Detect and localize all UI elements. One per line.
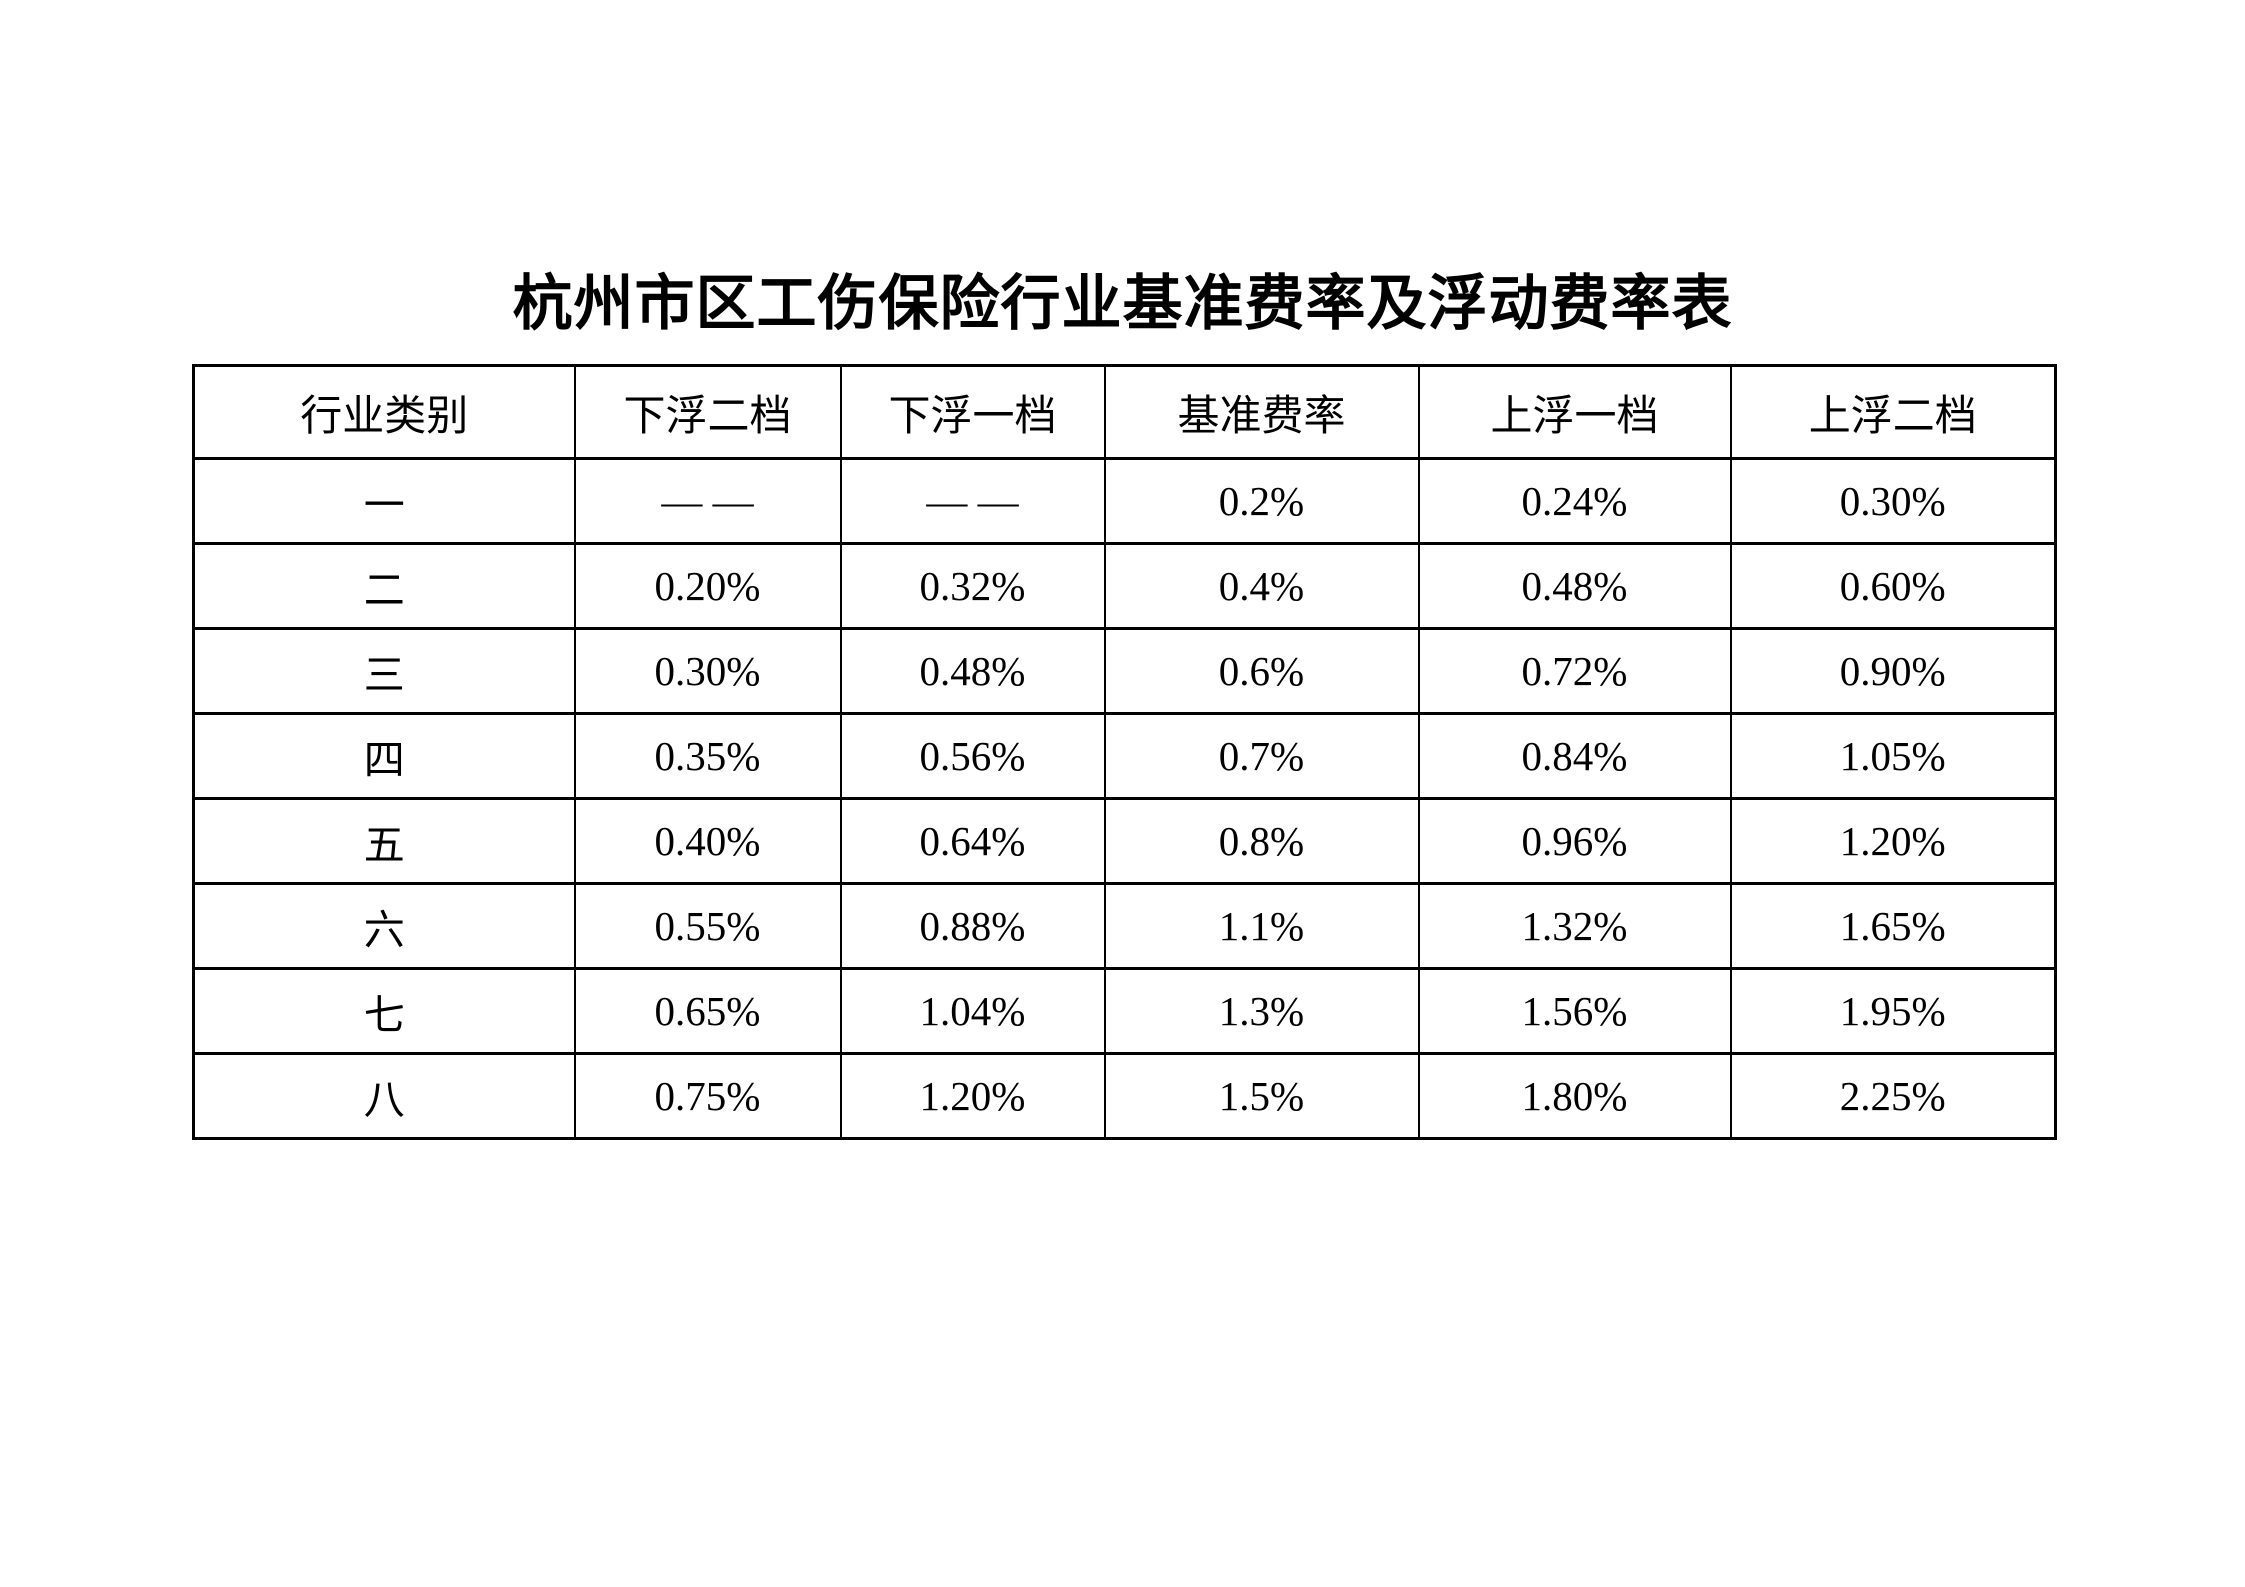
rate-value-cell: 1.95%	[1729, 967, 2057, 1055]
rate-value-cell: 0.24%	[1417, 457, 1732, 545]
rate-value-cell: 1.20%	[839, 1052, 1106, 1140]
rate-value-cell: 1.3%	[1103, 967, 1420, 1055]
rate-value-cell: 2.25%	[1729, 1052, 2057, 1140]
rate-value-cell: 0.60%	[1729, 542, 2057, 630]
rate-value-cell: 0.84%	[1417, 712, 1732, 800]
column-header: 下浮二档	[573, 364, 842, 460]
row-label-cell: 三	[192, 627, 576, 715]
table-row: 六 0.55% 0.88% 1.1% 1.32% 1.65%	[192, 882, 2057, 970]
rate-value-cell: — —	[839, 457, 1106, 545]
rate-value-cell: 1.05%	[1729, 712, 2057, 800]
rate-value-cell: 0.7%	[1103, 712, 1420, 800]
rate-value-cell: 1.1%	[1103, 882, 1420, 970]
row-label-cell: 一	[192, 457, 576, 545]
rate-value-cell: 0.30%	[573, 627, 842, 715]
rate-value-cell: 0.32%	[839, 542, 1106, 630]
rate-value-cell: 0.88%	[839, 882, 1106, 970]
rate-value-cell: 0.2%	[1103, 457, 1420, 545]
rate-value-cell: 0.56%	[839, 712, 1106, 800]
rate-value-cell: 0.40%	[573, 797, 842, 885]
rate-value-cell: 1.20%	[1729, 797, 2057, 885]
rate-value-cell: 0.90%	[1729, 627, 2057, 715]
row-label-cell: 八	[192, 1052, 576, 1140]
rate-value-cell: 0.30%	[1729, 457, 2057, 545]
table-body: 一 — — — —0.2% 0.24% 0.30% 二 0.20% 0.32% 0.4% 0.48…	[192, 457, 2057, 1140]
table-row: 二 0.20% 0.32% 0.4% 0.48% 0.60%	[192, 542, 2057, 630]
rate-value-cell: 1.56%	[1417, 967, 1732, 1055]
table-row: 四 0.35% 0.56% 0.7% 0.84% 1.05%	[192, 712, 2057, 800]
rate-value-cell: 0.20%	[573, 542, 842, 630]
column-header: 下浮一档	[839, 364, 1106, 460]
column-header: 基准费率	[1103, 364, 1420, 460]
rate-value-cell: 0.55%	[573, 882, 842, 970]
rate-value-cell: 1.5%	[1103, 1052, 1420, 1140]
table-row: 一 — — — —0.2% 0.24% 0.30%	[192, 457, 2057, 545]
rate-value-cell: 0.4%	[1103, 542, 1420, 630]
rate-value-cell: 0.65%	[573, 967, 842, 1055]
rate-value-cell: 0.35%	[573, 712, 842, 800]
table-row: 八 0.75% 1.20% 1.5% 1.80% 2.25%	[192, 1052, 2057, 1140]
header-row: 行业类别 下浮二档 下浮一档 基准费率 上浮一档 上浮二档	[192, 364, 2057, 460]
rate-value-cell: 0.6%	[1103, 627, 1420, 715]
rate-value-cell: — —	[573, 457, 842, 545]
rate-value-cell: 0.72%	[1417, 627, 1732, 715]
rate-value-cell: 1.04%	[839, 967, 1106, 1055]
rate-value-cell: 0.48%	[1417, 542, 1732, 630]
table-row: 三 0.30% 0.48% 0.6% 0.72% 0.90%	[192, 627, 2057, 715]
column-header: 上浮二档	[1729, 364, 2057, 460]
rate-value-cell: 1.65%	[1729, 882, 2057, 970]
page-title: 杭州市区工伤保险行业基准费率及浮动费率表	[512, 270, 1733, 337]
table-row: 五 0.40% 0.64% 0.8% 0.96% 1.20%	[192, 797, 2057, 885]
row-label-cell: 七	[192, 967, 576, 1055]
rate-value-cell: 0.96%	[1417, 797, 1732, 885]
rate-value-cell: 0.64%	[839, 797, 1106, 885]
row-label-cell: 二	[192, 542, 576, 630]
row-label-cell: 四	[192, 712, 576, 800]
rate-value-cell: 1.32%	[1417, 882, 1732, 970]
table-row: 七 0.65% 1.04% 1.3% 1.56% 1.95%	[192, 967, 2057, 1055]
rate-value-cell: 0.75%	[573, 1052, 842, 1140]
column-header: 上浮一档	[1417, 364, 1732, 460]
rate-table: 行业类别 下浮二档 下浮一档 基准费率 上浮一档 上浮二档 一 — — — —0.2% 0.24…	[192, 364, 2057, 1140]
rate-value-cell: 1.80%	[1417, 1052, 1732, 1140]
rate-value-cell: 0.8%	[1103, 797, 1420, 885]
row-label-cell: 五	[192, 797, 576, 885]
row-label-cell: 六	[192, 882, 576, 970]
rate-value-cell: 0.48%	[839, 627, 1106, 715]
column-header: 行业类别	[192, 364, 576, 460]
